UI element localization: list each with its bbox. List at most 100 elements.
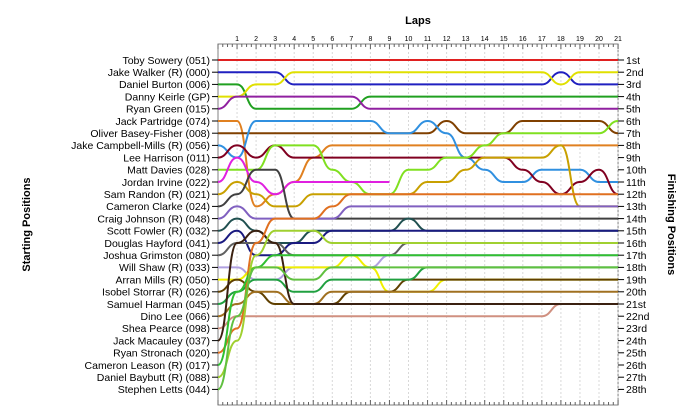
starting-position-label: Lee Harrison (011) bbox=[123, 152, 210, 164]
lap-tick-label: 5 bbox=[311, 36, 315, 43]
lap-tick-label: 2 bbox=[254, 36, 258, 43]
starting-position-label: Stephen Letts (044) bbox=[118, 384, 210, 396]
series-line-22 bbox=[217, 290, 619, 318]
starting-position-label: Arran Mills (R) (050) bbox=[115, 274, 210, 286]
finishing-position-label: 1st bbox=[626, 55, 640, 67]
finishing-position-label: 14th bbox=[626, 213, 647, 225]
starting-position-label: Cameron Clarke (024) bbox=[106, 201, 210, 213]
finishing-position-label: 25th bbox=[626, 348, 647, 360]
series-line-7 bbox=[218, 119, 619, 135]
finishing-position-label: 21st bbox=[626, 299, 646, 311]
starting-position-label: Daniel Baybutt (R) (088) bbox=[97, 372, 210, 384]
starting-position-label: Danny Keirle (GP) bbox=[125, 91, 210, 103]
starting-position-label: Shea Pearce (098) bbox=[122, 323, 210, 335]
lap-tick-label: 8 bbox=[368, 36, 372, 43]
lap-tick-label: 1 bbox=[235, 36, 239, 43]
lap-tick-label: 6 bbox=[330, 36, 334, 43]
lap-ticks: 1 2 3 4 5 6 7 8 9 10 11 12 13 14 15 16 17 18 19 20 21 bbox=[235, 36, 622, 43]
finishing-position-label: 20th bbox=[626, 287, 647, 299]
starting-position-label: Oliver Basey-Fisher (008) bbox=[90, 128, 210, 140]
y-axis-label-starting: Starting Positions bbox=[21, 177, 33, 271]
series-line-12 bbox=[217, 144, 619, 208]
series-line-27 bbox=[217, 229, 619, 379]
starting-position-label: Will Shaw (R) (033) bbox=[119, 262, 210, 274]
finishing-position-label: 9th bbox=[626, 152, 641, 164]
starting-position-label: Matt Davies (028) bbox=[127, 165, 210, 177]
lap-tick-label: 11 bbox=[424, 36, 431, 43]
lap-tick-label: 10 bbox=[405, 36, 413, 43]
finishing-position-label: 10th bbox=[626, 165, 647, 177]
finishing-position-label: 24th bbox=[626, 335, 647, 347]
finishing-position-label: 22nd bbox=[626, 311, 650, 323]
lap-tick-label: 13 bbox=[462, 36, 470, 43]
starting-position-label: Daniel Burton (006) bbox=[119, 79, 210, 91]
starting-position-label: Joshua Grimston (080) bbox=[103, 250, 210, 262]
series-line-8 bbox=[217, 119, 619, 184]
finishing-position-label: 7th bbox=[626, 128, 641, 140]
finishing-position-label: 28th bbox=[626, 384, 647, 396]
series-line-11 bbox=[217, 156, 390, 196]
starting-position-label: Jack Macauley (037) bbox=[113, 335, 210, 347]
chart-title: Laps bbox=[405, 15, 431, 27]
finishing-position-label: 3rd bbox=[626, 79, 641, 91]
starting-position-label: Jordan Irvine (022) bbox=[122, 177, 210, 189]
lap-tick-label: 18 bbox=[557, 36, 565, 43]
series-line-13 bbox=[217, 168, 619, 220]
series-line-28 bbox=[217, 266, 619, 391]
lap-tick-label: 9 bbox=[387, 36, 391, 43]
starting-position-label: Cameron Leason (R) (017) bbox=[85, 360, 210, 372]
lap-tick-label: 12 bbox=[443, 36, 451, 43]
plot-grid bbox=[212, 43, 625, 406]
series-line-10 bbox=[218, 120, 619, 196]
starting-position-label: Toby Sowery (051) bbox=[122, 55, 210, 67]
lap-tick-label: 3 bbox=[273, 36, 277, 43]
starting-position-label: Dino Lee (066) bbox=[141, 311, 210, 323]
lap-tick-label: 16 bbox=[519, 36, 527, 43]
lap-tick-label: 21 bbox=[614, 36, 622, 43]
starting-position-label: Jake Campbell-Mills (R) (056) bbox=[71, 140, 210, 152]
finishing-position-labels: 1st2nd3rd4th5th6th7th8th9th10th11th12th1… bbox=[626, 55, 650, 396]
starting-position-label: Douglas Hayford (041) bbox=[104, 238, 210, 250]
series-line-9 bbox=[217, 144, 619, 196]
finishing-position-label: 5th bbox=[626, 104, 641, 116]
starting-position-label: Craig Johnson (R) (048) bbox=[97, 213, 210, 225]
starting-position-label: Ryan Green (015) bbox=[126, 104, 210, 116]
finishing-position-label: 12th bbox=[626, 189, 647, 201]
finishing-position-label: 8th bbox=[626, 140, 641, 152]
lap-tick-label: 17 bbox=[538, 36, 546, 43]
starting-position-label: Ryan Stronach (020) bbox=[113, 348, 210, 360]
starting-position-labels: Toby Sowery (051)Jake Walker (R) (000)Da… bbox=[71, 55, 210, 396]
lap-tick-label: 15 bbox=[500, 36, 508, 43]
lap-tick-label: 14 bbox=[481, 36, 489, 43]
series-line-23 bbox=[217, 303, 619, 330]
starting-position-label: Sam Randon (R) (021) bbox=[104, 189, 210, 201]
series-line-24 bbox=[217, 229, 619, 342]
finishing-position-label: 4th bbox=[626, 91, 641, 103]
series-lines bbox=[217, 59, 619, 391]
finishing-position-label: 17th bbox=[626, 250, 647, 262]
finishing-position-label: 11th bbox=[626, 177, 646, 189]
finishing-position-label: 16th bbox=[626, 238, 647, 250]
lap-tick-label: 20 bbox=[595, 36, 603, 43]
starting-position-label: Samuel Harman (045) bbox=[107, 299, 210, 311]
series-line-3 bbox=[218, 83, 619, 110]
finishing-position-label: 19th bbox=[626, 274, 647, 286]
starting-position-label: Scott Fowler (R) (032) bbox=[107, 226, 210, 238]
finishing-position-label: 6th bbox=[626, 116, 641, 128]
finishing-position-label: 18th bbox=[626, 262, 647, 274]
y-axis-label-finishing: Finishing Positions bbox=[665, 174, 677, 275]
finishing-position-label: 27th bbox=[626, 372, 647, 384]
series-line-25 bbox=[217, 193, 619, 354]
starting-position-label: Jack Partridge (074) bbox=[115, 116, 210, 128]
starting-position-label: Jake Walker (R) (000) bbox=[108, 67, 210, 79]
series-line-20 bbox=[217, 278, 619, 306]
finishing-position-label: 13th bbox=[626, 201, 647, 213]
series-line-4 bbox=[217, 71, 619, 98]
finishing-position-label: 23rd bbox=[626, 323, 647, 335]
finishing-position-label: 15th bbox=[626, 226, 647, 238]
starting-position-label: Isobel Storrar (R) (026) bbox=[102, 287, 210, 299]
finishing-position-label: 2nd bbox=[626, 67, 644, 79]
lap-tick-label: 19 bbox=[576, 36, 584, 43]
series-line-26 bbox=[217, 254, 619, 366]
